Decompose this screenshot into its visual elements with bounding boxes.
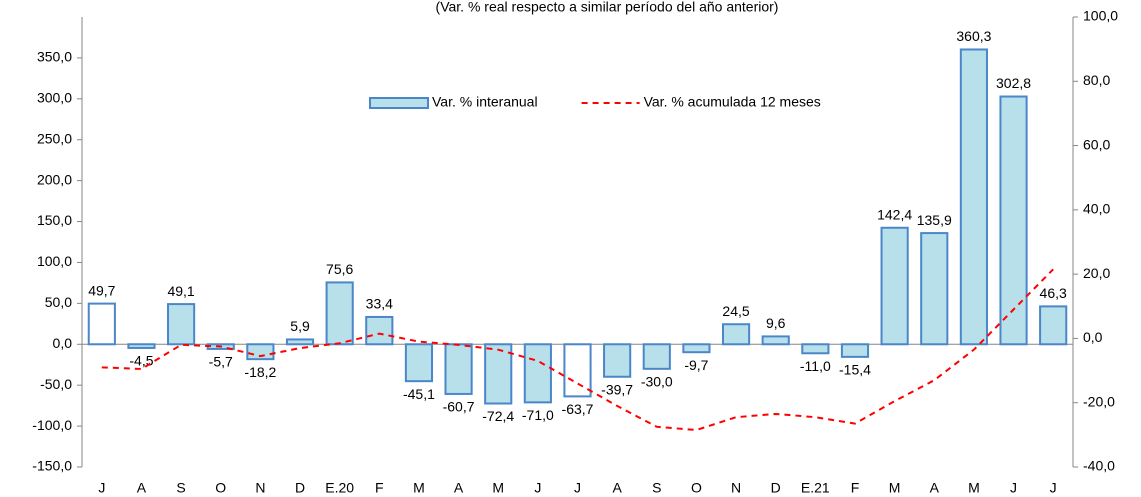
bar [563,343,592,398]
value-label: 5,9 [290,318,310,334]
bar [959,48,988,346]
value-label: 33,4 [366,296,393,312]
y2-tick-label: 80,0 [1083,72,1110,88]
x-tick-label: F [851,480,860,496]
x-tick-label: D [295,480,305,496]
bar [840,343,870,358]
x-tick-label: A [930,480,940,496]
value-label: 75,6 [326,261,353,277]
x-tick-label: O [215,480,226,496]
bar [999,95,1028,346]
bar [365,315,394,346]
x-tick-label: J [98,480,105,496]
bar [642,343,671,370]
bar [880,226,909,346]
bar [1039,305,1068,346]
value-label: -39,7 [601,381,633,397]
bar [920,232,949,346]
bar [167,303,196,346]
x-tick-label: M [413,480,425,496]
legend-label: Var. % acumulada 12 meses [644,94,821,110]
value-label: -9,7 [684,357,708,373]
y-tick-label: 250,0 [37,130,72,146]
value-label: 49,1 [167,283,194,299]
value-label: -4,5 [129,353,153,369]
y-tick-label: -150,0 [32,458,72,474]
x-tick-label: F [375,480,384,496]
x-tick-label: J [574,480,581,496]
y2-tick-label: -40,0 [1083,458,1115,474]
value-label: -72,4 [482,408,514,424]
value-label: -30,0 [641,374,673,390]
bar [127,343,156,349]
y2-tick-label: 40,0 [1083,201,1110,217]
x-tick-label: A [612,480,622,496]
x-tick-label: O [691,480,702,496]
x-tick-label: E.21 [801,480,830,496]
legend-label: Var. % interanual [432,94,538,110]
x-tick-label: M [889,480,901,496]
value-label: 302,8 [996,75,1031,91]
bar [87,302,116,346]
x-tick-label: J [534,480,541,496]
value-label: 360,3 [956,28,991,44]
value-label: -45,1 [403,386,435,402]
y-tick-label: 0,0 [53,335,73,351]
value-label: -15,4 [839,362,871,378]
bar [682,343,711,354]
x-tick-label: A [454,480,464,496]
x-tick-label: E.20 [325,480,354,496]
bar [801,343,830,355]
value-label: 46,3 [1040,285,1067,301]
y-tick-label: 50,0 [45,294,72,310]
y2-tick-label: 0,0 [1083,329,1103,345]
x-tick-label: A [137,480,147,496]
y-tick-label: 100,0 [37,253,72,269]
bar [325,281,354,346]
y-tick-label: 350,0 [37,49,72,65]
line [101,268,1054,432]
x-tick-label: M [968,480,980,496]
y-tick-label: 150,0 [37,212,72,228]
y-tick-label: 300,0 [37,90,72,106]
x-tick-label: S [176,480,185,496]
x-tick-label: J [1050,480,1057,496]
value-label: 24,5 [722,303,749,319]
value-label: -18,2 [244,364,276,380]
bar [444,343,473,395]
bar [603,343,632,378]
x-tick-label: S [652,480,661,496]
value-label: 49,7 [88,282,115,298]
bar [246,343,275,361]
bar [285,338,315,346]
value-label: 135,9 [917,212,952,228]
y2-tick-label: -20,0 [1083,393,1115,409]
value-label: -5,7 [209,354,233,370]
y2-tick-label: 100,0 [1083,8,1118,24]
y-tick-label: -50,0 [40,376,72,392]
bar [721,323,751,346]
bar [404,343,434,383]
y2-tick-label: 60,0 [1083,136,1110,152]
bar [523,343,552,404]
y2-tick-label: 20,0 [1083,265,1110,281]
bar [761,335,790,346]
legend-swatch [369,97,429,109]
x-tick-label: N [731,480,741,496]
y-tick-label: 200,0 [37,171,72,187]
value-label: -11,0 [800,358,831,374]
value-label: -60,7 [443,399,475,415]
chart-title: (Var. % real respecto a similar período … [436,0,779,15]
y-tick-label: -100,0 [32,417,72,433]
x-tick-label: J [1010,480,1017,496]
value-label: -71,0 [522,407,554,423]
value-label: -63,7 [562,401,594,417]
x-tick-label: M [492,480,504,496]
x-tick-label: N [255,480,265,496]
x-tick-label: D [771,480,781,496]
value-label: 9,6 [766,315,786,331]
bar [484,343,513,405]
value-label: 142,4 [877,206,912,222]
